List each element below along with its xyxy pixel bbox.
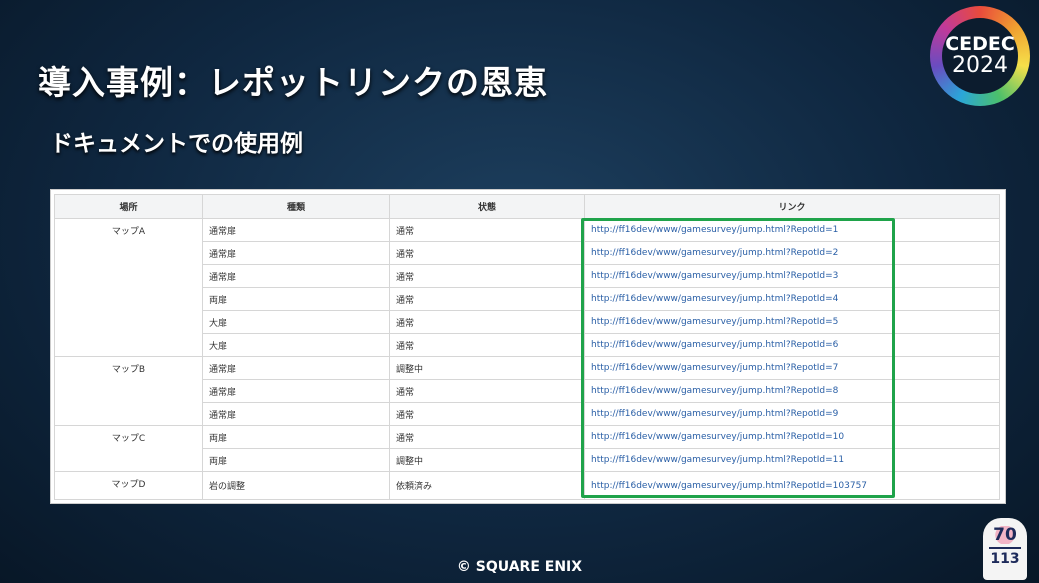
cell-link: http://ff16dev/www/gamesurvey/jump.html?… (584, 310, 1000, 334)
slide-title: 導入事例：レポットリンクの恩恵 (38, 63, 548, 102)
cell-link: http://ff16dev/www/gamesurvey/jump.html?… (584, 402, 1000, 426)
cell-status: 依頼済み (389, 471, 585, 500)
table-row: マップD 岩の調整 依頼済み http://ff16dev/www/gamesurve… (54, 471, 1000, 500)
report-link[interactable]: http://ff16dev/www/gamesurvey/jump.html?… (591, 225, 839, 235)
table-row: 通常扉 通常 http://ff16dev/www/gamesurvey/jump.… (55, 379, 1000, 403)
header-location: 場所 (54, 194, 203, 219)
cell-status: 通常 (389, 402, 585, 426)
cell-type: 通常扉 (202, 241, 390, 265)
cell-type: 両扉 (202, 425, 390, 449)
copyright: © SQUARE ENIX (456, 559, 583, 575)
cell-status: 通常 (389, 379, 585, 403)
table-row: 大扉 通常 http://ff16dev/www/gamesurvey/jump.h… (55, 333, 1000, 357)
cell-location: マップD (54, 471, 203, 500)
cell-status: 調整中 (389, 448, 585, 472)
report-link[interactable]: http://ff16dev/www/gamesurvey/jump.html?… (591, 294, 839, 304)
table-row: マップC 両扉 通常 http://ff16dev/www/gamesurvey/ju… (54, 425, 1000, 472)
cell-link: http://ff16dev/www/gamesurvey/jump.html?… (584, 471, 1000, 500)
cell-location: マップB (54, 356, 203, 426)
cell-type: 通常扉 (202, 402, 390, 426)
slide-subtitle: ドキュメントでの使用例 (50, 131, 303, 157)
cell-link: http://ff16dev/www/gamesurvey/jump.html?… (584, 425, 1000, 449)
table-row: 通常扉 通常 http://ff16dev/www/gamesurvey/jump.… (55, 264, 1000, 288)
cell-status: 通常 (389, 333, 585, 357)
document-screenshot: 場所 種類 状態 リンク マップA 通常扉 通常 http://ff16dev/www… (50, 189, 1006, 504)
report-link[interactable]: http://ff16dev/www/gamesurvey/jump.html?… (591, 271, 839, 281)
cell-link: http://ff16dev/www/gamesurvey/jump.html?… (584, 379, 1000, 403)
page-counter: 70 113 (983, 518, 1027, 580)
header-status: 状態 (389, 194, 585, 219)
cell-type: 両扉 (202, 448, 390, 472)
cell-type: 通常扉 (202, 264, 390, 288)
cell-link: http://ff16dev/www/gamesurvey/jump.html?… (584, 241, 1000, 265)
cell-link: http://ff16dev/www/gamesurvey/jump.html?… (584, 218, 1000, 242)
page-current: 70 (983, 526, 1027, 544)
report-link[interactable]: http://ff16dev/www/gamesurvey/jump.html?… (591, 455, 845, 465)
logo-name: CEDEC (945, 33, 1015, 55)
report-link[interactable]: http://ff16dev/www/gamesurvey/jump.html?… (591, 317, 839, 327)
report-link[interactable]: http://ff16dev/www/gamesurvey/jump.html?… (591, 340, 839, 350)
cell-type: 両扉 (202, 287, 390, 311)
report-link[interactable]: http://ff16dev/www/gamesurvey/jump.html?… (591, 248, 839, 258)
cell-status: 通常 (389, 241, 585, 265)
report-link[interactable]: http://ff16dev/www/gamesurvey/jump.html?… (591, 480, 868, 491)
header-link: リンク (584, 194, 1000, 219)
cell-location: マップA (54, 218, 203, 357)
header-type: 種類 (202, 194, 390, 219)
cell-location: マップC (54, 425, 203, 472)
table-row: マップB 通常扉 調整中 http://ff16dev/www/gamesurvey/… (54, 356, 1000, 426)
cell-type: 通常扉 (202, 379, 390, 403)
cell-link: http://ff16dev/www/gamesurvey/jump.html?… (584, 287, 1000, 311)
report-link[interactable]: http://ff16dev/www/gamesurvey/jump.html?… (591, 409, 839, 419)
report-link[interactable]: http://ff16dev/www/gamesurvey/jump.html?… (591, 432, 845, 442)
cell-type: 大扉 (202, 333, 390, 357)
cell-type: 通常扉 (202, 218, 390, 242)
logo-year: 2024 (952, 53, 1008, 78)
table-row: 通常扉 通常 http://ff16dev/www/gamesurvey/jump.… (55, 402, 1000, 426)
cell-link: http://ff16dev/www/gamesurvey/jump.html?… (584, 333, 1000, 357)
cell-link: http://ff16dev/www/gamesurvey/jump.html?… (584, 448, 1000, 472)
report-link[interactable]: http://ff16dev/www/gamesurvey/jump.html?… (591, 363, 839, 373)
cell-status: 通常 (389, 310, 585, 334)
page-total: 113 (990, 551, 1020, 567)
cell-status: 調整中 (389, 356, 585, 380)
cell-type: 大扉 (202, 310, 390, 334)
door-table: 場所 種類 状態 リンク マップA 通常扉 通常 http://ff16dev/www… (54, 194, 1000, 500)
cedec-logo: CEDEC 2024 (930, 6, 1030, 106)
cell-type: 岩の調整 (202, 471, 390, 500)
cell-link: http://ff16dev/www/gamesurvey/jump.html?… (584, 356, 1000, 380)
table-row: マップA 通常扉 通常 http://ff16dev/www/gamesurvey/j… (54, 218, 1000, 357)
cell-status: 通常 (389, 287, 585, 311)
cell-status: 通常 (389, 218, 585, 242)
cell-status: 通常 (389, 425, 585, 449)
cell-type: 通常扉 (202, 356, 390, 380)
cell-link: http://ff16dev/www/gamesurvey/jump.html?… (584, 264, 1000, 288)
table-row: 大扉 通常 http://ff16dev/www/gamesurvey/jump.h… (55, 310, 1000, 334)
cell-status: 通常 (389, 264, 585, 288)
report-link[interactable]: http://ff16dev/www/gamesurvey/jump.html?… (591, 386, 839, 396)
